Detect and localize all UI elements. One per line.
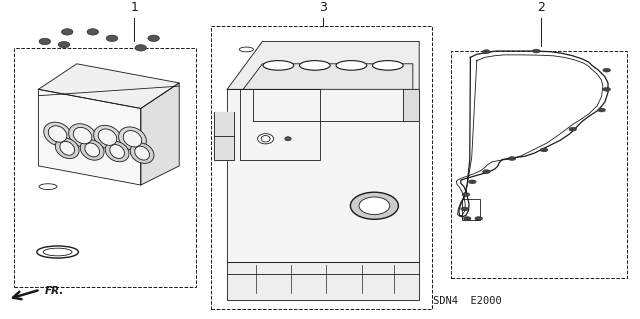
- Ellipse shape: [598, 108, 605, 112]
- Ellipse shape: [135, 45, 147, 51]
- Text: 3: 3: [319, 1, 327, 14]
- Ellipse shape: [463, 217, 471, 220]
- Text: SDN4  E2000: SDN4 E2000: [433, 296, 502, 307]
- Ellipse shape: [60, 141, 74, 155]
- Ellipse shape: [73, 127, 92, 144]
- Ellipse shape: [468, 180, 476, 184]
- Ellipse shape: [85, 143, 99, 157]
- Polygon shape: [38, 64, 179, 108]
- Ellipse shape: [359, 197, 390, 215]
- Ellipse shape: [569, 127, 577, 131]
- Bar: [451, 51, 627, 278]
- Ellipse shape: [239, 47, 253, 52]
- Ellipse shape: [93, 125, 122, 149]
- Ellipse shape: [80, 140, 104, 160]
- Ellipse shape: [285, 137, 291, 141]
- Polygon shape: [227, 41, 419, 89]
- Ellipse shape: [483, 50, 490, 54]
- Ellipse shape: [130, 143, 154, 163]
- Ellipse shape: [118, 127, 147, 151]
- Text: 1: 1: [131, 1, 138, 14]
- Polygon shape: [227, 262, 419, 300]
- Ellipse shape: [43, 248, 72, 256]
- Ellipse shape: [462, 193, 470, 197]
- Polygon shape: [243, 64, 413, 89]
- Ellipse shape: [461, 207, 468, 211]
- Ellipse shape: [61, 29, 73, 35]
- Ellipse shape: [87, 29, 99, 35]
- Ellipse shape: [300, 61, 330, 70]
- Ellipse shape: [106, 35, 118, 41]
- Ellipse shape: [39, 38, 51, 45]
- Ellipse shape: [98, 129, 117, 145]
- Ellipse shape: [540, 148, 548, 152]
- Ellipse shape: [110, 145, 124, 159]
- Ellipse shape: [148, 35, 159, 41]
- Ellipse shape: [36, 246, 78, 258]
- Polygon shape: [38, 89, 141, 185]
- Ellipse shape: [44, 122, 72, 146]
- Ellipse shape: [475, 217, 483, 220]
- Bar: [211, 26, 432, 309]
- Ellipse shape: [105, 141, 129, 162]
- Ellipse shape: [261, 136, 270, 142]
- Ellipse shape: [123, 130, 142, 147]
- Ellipse shape: [135, 146, 149, 160]
- Ellipse shape: [257, 134, 274, 144]
- Polygon shape: [227, 89, 419, 262]
- Ellipse shape: [68, 124, 97, 147]
- Polygon shape: [141, 83, 179, 185]
- Polygon shape: [403, 89, 419, 121]
- Text: FR.: FR.: [45, 286, 64, 296]
- Ellipse shape: [48, 126, 67, 142]
- Ellipse shape: [55, 138, 79, 159]
- Ellipse shape: [483, 170, 490, 174]
- Ellipse shape: [372, 61, 403, 70]
- Ellipse shape: [263, 61, 294, 70]
- Ellipse shape: [603, 87, 611, 91]
- Ellipse shape: [58, 41, 70, 48]
- Ellipse shape: [508, 157, 516, 160]
- Ellipse shape: [351, 192, 399, 219]
- Ellipse shape: [603, 68, 611, 72]
- Bar: [14, 48, 196, 287]
- Text: 2: 2: [537, 1, 545, 14]
- Polygon shape: [214, 112, 234, 160]
- Ellipse shape: [532, 49, 540, 53]
- Ellipse shape: [336, 61, 367, 70]
- Ellipse shape: [39, 184, 57, 189]
